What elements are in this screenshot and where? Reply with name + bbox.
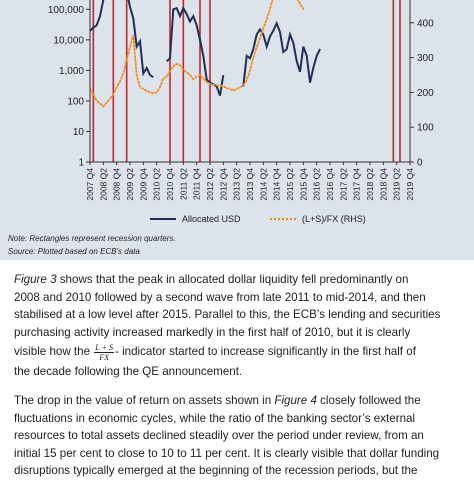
x-tick-label: 2008 Q2	[98, 168, 108, 201]
text-fragment: closely followed the	[316, 394, 421, 407]
line-chart: 1 10 100 1,000 10,000 100,000 0 100 200 300 400 200…	[48, 0, 434, 201]
y-tick-label-right: 0	[417, 158, 423, 169]
x-tick-label: 2014 Q2	[258, 168, 268, 201]
x-tick-label: 2010 Q2	[152, 168, 162, 201]
x-tick-label: 2012 Q4	[218, 168, 228, 201]
series-line-ls-fx	[296, 0, 305, 10]
text-fragment: shows that the peak in allocated dollar …	[56, 273, 409, 286]
y-tick-label-right: 200	[417, 88, 434, 99]
text-fragment: visible how the	[14, 345, 91, 359]
y-tick-label-right: 100	[417, 123, 434, 134]
text-line: Figure 3 shows that the peak in allocate…	[14, 273, 409, 286]
legend-entry-allocated-usd: Allocated USD	[150, 214, 241, 224]
text-line: stabilised at a low level after 2015. Pa…	[14, 308, 441, 322]
series-line-allocated-usd	[242, 20, 321, 87]
x-tick-label: 2013 Q2	[232, 168, 242, 201]
legend-label: (L+S)/FX (RHS)	[302, 214, 366, 224]
formula-fraction: L + S FX	[94, 343, 114, 362]
x-tick-label: 2011 Q2	[178, 168, 188, 200]
legend-swatch-solid	[150, 218, 176, 220]
legend-swatch-dotted	[270, 218, 296, 220]
paragraph-1: Figure 3 shows that the peak in allocate…	[14, 271, 474, 381]
text-line: purchasing activity increased markedly i…	[14, 325, 411, 339]
y-tick-label-left: 1	[78, 158, 84, 169]
text-line: The drop in the value of return on asset…	[14, 392, 474, 410]
chart-legend: Allocated USD (L+S)/FX (RHS)	[0, 214, 474, 232]
x-tick-label: 2009 Q4	[138, 168, 148, 201]
y-tick-label-right: 300	[417, 53, 434, 64]
legend-entry-ls-fx: (L+S)/FX (RHS)	[270, 214, 366, 224]
series-line-ls-fx	[90, 0, 274, 108]
formula-numerator: L + S	[94, 342, 114, 353]
x-tick-label: 2011 Q4	[192, 168, 202, 200]
figure-note: Note: Rectangles represent recession qua…	[8, 234, 176, 243]
text-line: resources to total assets declined stead…	[14, 429, 424, 443]
x-tick-label: 2014 Q4	[272, 168, 282, 201]
text-line: visible how the L + S FX - indicator sta…	[14, 341, 474, 363]
y-tick-label-left: 10,000	[53, 35, 84, 46]
x-tick-label: 2019 Q2	[392, 168, 402, 201]
figure-panel: 1 10 100 1,000 10,000 100,000 0 100 200 300 400 200…	[0, 0, 474, 260]
x-tick-label: 2008 Q4	[112, 168, 122, 201]
x-tick-label: 2018 Q2	[365, 168, 375, 201]
x-tick-label: 2017 Q4	[352, 168, 362, 201]
y-tick-label-left: 100,000	[48, 5, 85, 16]
figure-ref: Figure 4	[274, 394, 317, 407]
y-tick-label-left: 1,000	[59, 66, 84, 77]
paragraph-2: The drop in the value of return on asset…	[14, 392, 474, 480]
text-line: 2008 and 2010 followed by a second wave …	[14, 290, 426, 304]
text-line: fluctuations in economic cycles, while t…	[14, 411, 416, 425]
figure-source: Source: Plotted based on ECB's data	[8, 247, 140, 256]
text-fragment: The drop in the value of return on asset…	[14, 394, 275, 407]
y-tick-label-left: 100	[67, 96, 84, 107]
text-line: disruptions typically emerged at the beg…	[14, 464, 418, 478]
x-tick-label: 2018 Q4	[378, 168, 388, 201]
formula-denominator: FX	[99, 352, 110, 362]
text-line: the decade following the QE announcement…	[14, 365, 243, 379]
series-line-allocated-usd	[127, 0, 154, 79]
x-tick-label: 2009 Q2	[125, 168, 135, 201]
series-line-allocated-usd	[90, 0, 105, 32]
y-tick-label-left: 10	[73, 127, 85, 138]
plot-area	[90, 0, 410, 162]
text-line: initial 15 per cent to close to 10 to 11…	[14, 446, 440, 460]
x-tick-label: 2017 Q2	[338, 168, 348, 201]
x-tick-label: 2015 Q4	[298, 168, 308, 201]
x-tick-label: 2013 Q4	[245, 168, 255, 201]
y-tick-label-right: 400	[417, 18, 434, 29]
x-tick-label: 2012 Q2	[205, 168, 215, 201]
x-tick-label: 2010 Q4	[165, 168, 175, 201]
x-tick-label: 2016 Q2	[312, 168, 322, 201]
x-tick-label: 2016 Q4	[325, 168, 335, 201]
x-tick-label: 2019 Q4	[405, 168, 415, 201]
x-tick-label: 2007 Q4	[85, 168, 95, 201]
legend-label: Allocated USD	[182, 214, 241, 224]
x-tick-label: 2015 Q2	[285, 168, 295, 201]
text-fragment: - indicator started to increase signific…	[114, 345, 416, 359]
